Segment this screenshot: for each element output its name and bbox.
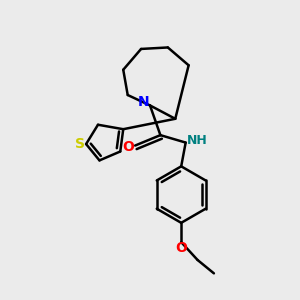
Text: S: S <box>75 137 85 151</box>
Text: NH: NH <box>187 134 207 147</box>
Text: O: O <box>175 241 187 255</box>
Text: N: N <box>138 95 149 109</box>
Text: O: O <box>123 140 134 154</box>
